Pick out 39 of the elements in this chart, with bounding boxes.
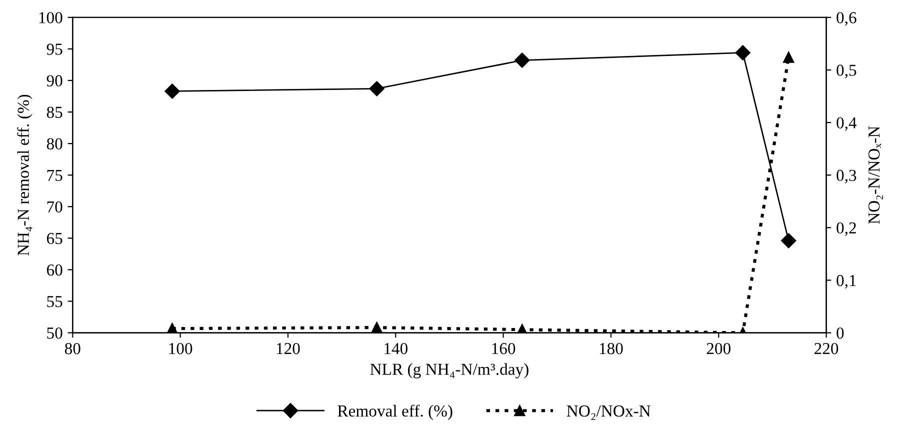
y-tick-label: 60 (46, 264, 62, 276)
point (164, 84, 180, 99)
x-tick-label: 100 (169, 342, 192, 354)
y2-tick-label: 0,6 (836, 12, 856, 26)
legend-label: Removal eff. (%) (338, 404, 452, 420)
point (371, 322, 382, 333)
x-tick-label: 120 (276, 342, 300, 354)
point (781, 233, 796, 248)
x-tick-label: 200 (706, 342, 730, 354)
y-tick-label: 85 (46, 106, 62, 118)
x-tick-label: 160 (492, 342, 516, 354)
x-tick-label: 140 (384, 342, 408, 354)
y2-tick-label: 0,2 (836, 222, 856, 236)
x-axis-title: NLR (g NH₄-N/m³.day) (370, 363, 528, 378)
y-tick-label: 75 (47, 170, 62, 182)
y-tick-label: 50 (47, 327, 62, 339)
point (514, 52, 530, 68)
x-tick-label: 220 (814, 342, 838, 354)
point (783, 52, 794, 63)
y-tick-label: 80 (46, 138, 62, 150)
y-tick-label: 65 (46, 232, 62, 244)
legend-label: NO₂/NOx-N (566, 405, 650, 420)
y2-axis-title: NO₂-N/NOₓ-N (868, 126, 883, 224)
y-axis-title: NH₄-N removal eff. (%) (17, 94, 32, 256)
y2-tick-label: 0,4 (836, 117, 857, 131)
y-tick-label: 100 (39, 12, 62, 24)
y2-tick-label: 0,1 (836, 274, 856, 289)
point (735, 45, 750, 60)
x-tick-label: 180 (600, 342, 623, 354)
y-tick-label: 55 (47, 296, 62, 308)
x-tick-label: 80 (64, 342, 80, 354)
point (369, 81, 384, 96)
y-tick-label: 90 (46, 75, 62, 86)
y2-tick-label: 0,5 (836, 64, 856, 78)
y-tick-label: 70 (47, 201, 62, 213)
y2-tick-label: 0 (836, 327, 844, 339)
y-tick-label: 95 (46, 44, 62, 55)
y2-tick-label: 0,3 (836, 170, 856, 184)
point (166, 323, 178, 333)
